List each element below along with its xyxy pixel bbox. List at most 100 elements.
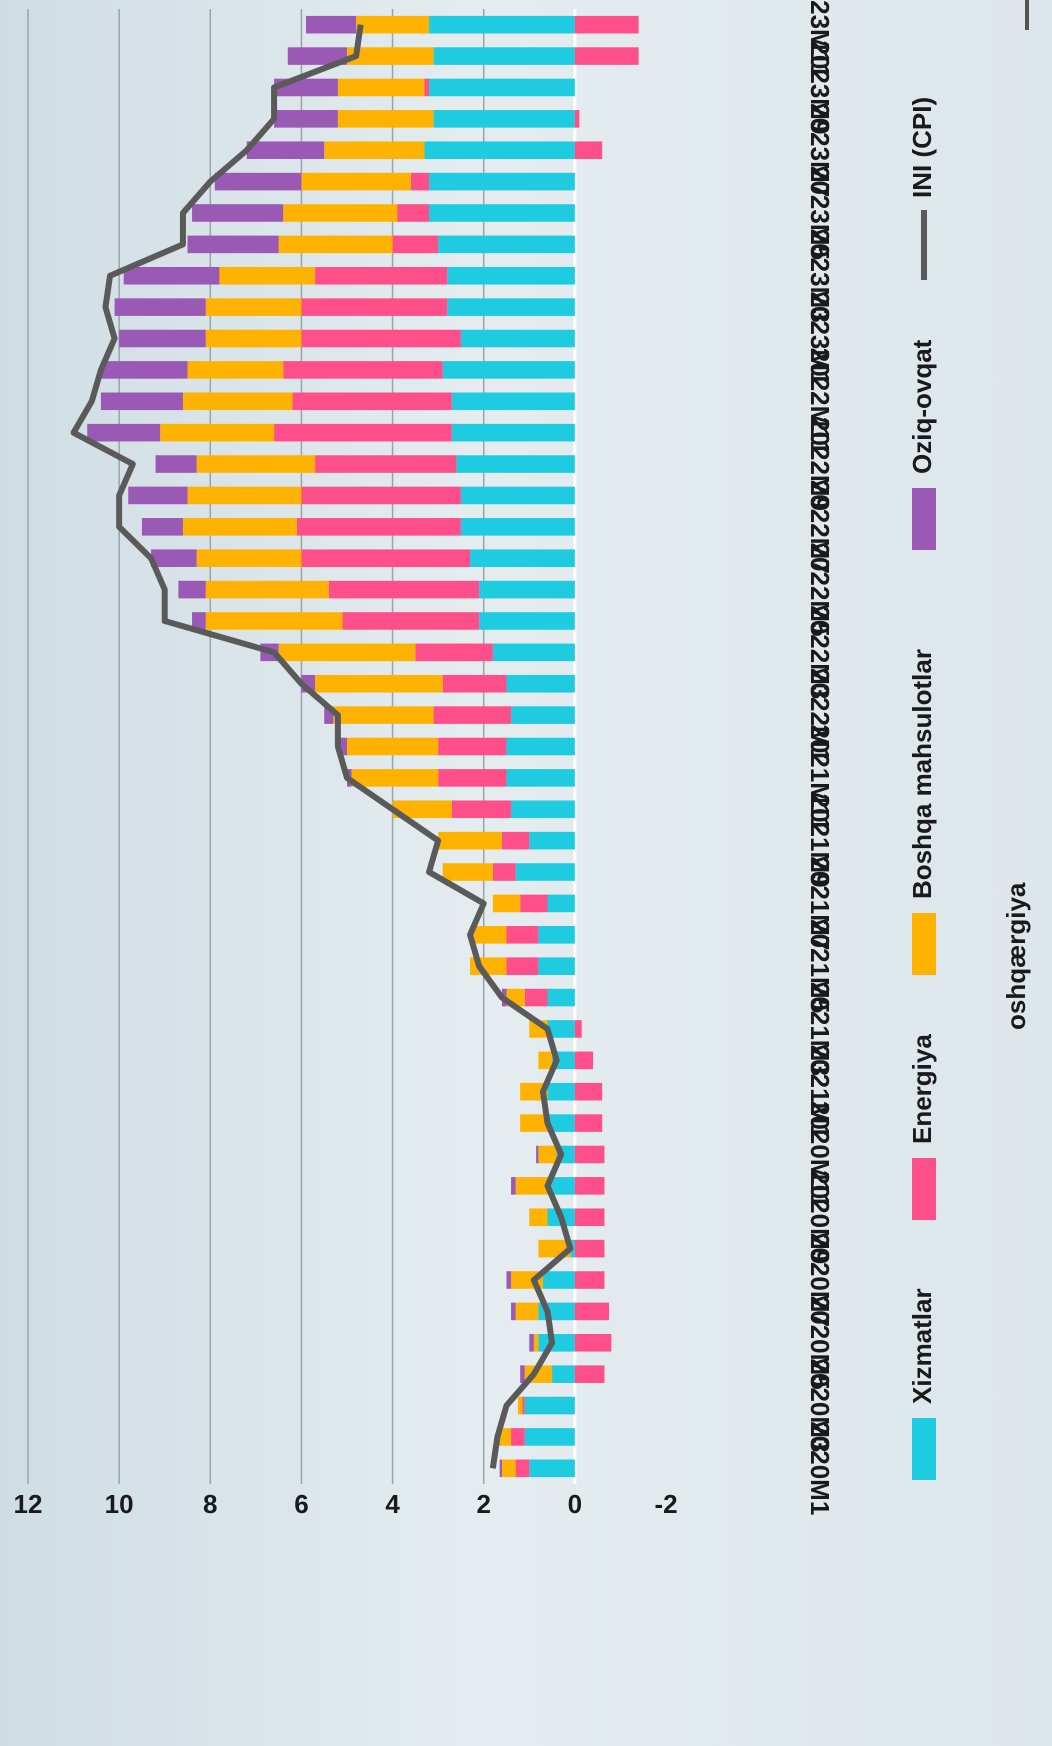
bar-segment bbox=[548, 989, 575, 1007]
bar-segment bbox=[443, 675, 507, 693]
bar-segment bbox=[520, 1114, 547, 1132]
bar-segment bbox=[443, 361, 575, 379]
legend-label: INI (CPI) bbox=[907, 97, 937, 198]
bar-segment bbox=[536, 1146, 538, 1164]
bar-segment bbox=[434, 47, 575, 65]
bar-segment bbox=[507, 957, 539, 975]
legend-swatch bbox=[912, 488, 936, 550]
bar-segment bbox=[522, 1397, 524, 1415]
bar-segment bbox=[493, 895, 520, 913]
bar-segment bbox=[434, 110, 575, 128]
bar-segment bbox=[452, 424, 575, 442]
bar-segment bbox=[516, 1303, 539, 1321]
y-tick-label: -2 bbox=[654, 1489, 677, 1519]
bar-segment bbox=[461, 518, 575, 536]
bar-segment bbox=[429, 204, 575, 222]
bar-segment bbox=[461, 487, 575, 505]
bar-segment bbox=[525, 1397, 575, 1415]
bar-segment bbox=[529, 1334, 534, 1352]
bar-segment bbox=[128, 487, 187, 505]
bar-segment bbox=[529, 832, 575, 850]
bar-segment bbox=[324, 141, 424, 159]
bar-segment bbox=[124, 267, 220, 285]
bar-segment bbox=[548, 895, 575, 913]
bar-segment bbox=[429, 79, 575, 97]
bar-segment bbox=[538, 1146, 556, 1164]
bar-segment bbox=[511, 706, 575, 724]
bar-segment bbox=[493, 644, 575, 662]
bar-segment bbox=[500, 1460, 502, 1478]
legend-swatch bbox=[912, 913, 936, 975]
bar-segment bbox=[525, 989, 548, 1007]
bar-segment bbox=[101, 361, 188, 379]
bar-segment bbox=[447, 267, 575, 285]
bar-segment bbox=[397, 204, 429, 222]
bar-segment bbox=[178, 581, 205, 599]
bar-segment bbox=[206, 298, 302, 316]
bar-segment bbox=[538, 1334, 574, 1352]
bar-segment bbox=[315, 675, 443, 693]
legend-label: Oziq-ovqat bbox=[907, 339, 937, 474]
y-tick-label: 6 bbox=[294, 1489, 308, 1519]
bar-segment bbox=[301, 330, 461, 348]
bar-segment bbox=[502, 832, 529, 850]
y-tick-label: 0 bbox=[568, 1489, 582, 1519]
bar-segment bbox=[342, 612, 479, 630]
bar-segment bbox=[429, 173, 575, 191]
bar-segment bbox=[575, 16, 639, 34]
bar-segment bbox=[197, 549, 302, 567]
bar-segment bbox=[283, 361, 443, 379]
bar-segment bbox=[575, 1146, 605, 1164]
bar-segment bbox=[470, 549, 575, 567]
bar-segment bbox=[333, 706, 433, 724]
bar-segment bbox=[101, 393, 183, 411]
bar-segment bbox=[306, 16, 356, 34]
bar-segment bbox=[315, 267, 447, 285]
annotation: oshqærgiya bbox=[1001, 882, 1031, 1030]
bar-segment bbox=[142, 518, 183, 536]
bar-segment bbox=[461, 330, 575, 348]
bar-segment bbox=[424, 79, 429, 97]
bar-segment bbox=[575, 1020, 582, 1038]
bar-segment bbox=[548, 1083, 575, 1101]
bar-segment bbox=[329, 581, 479, 599]
bar-segment bbox=[206, 581, 329, 599]
bar-segment bbox=[356, 16, 429, 34]
bar-segment bbox=[160, 424, 274, 442]
bar-segment bbox=[283, 204, 397, 222]
bar-segment bbox=[347, 738, 438, 756]
bar-segment bbox=[456, 455, 574, 473]
bar-segment bbox=[575, 1114, 602, 1132]
bar-segment bbox=[502, 1460, 516, 1478]
legend-dash bbox=[1025, 0, 1029, 30]
chart: -20246810122020M12020M32020M52020M72020M… bbox=[0, 0, 1052, 1746]
bar-segment bbox=[538, 1052, 552, 1070]
y-tick-label: 4 bbox=[385, 1489, 400, 1519]
bar-segment bbox=[479, 581, 575, 599]
bar-segment bbox=[511, 1303, 516, 1321]
y-tick-label: 10 bbox=[105, 1489, 134, 1519]
bar-segment bbox=[438, 236, 575, 254]
bar-segment bbox=[206, 330, 302, 348]
bar-segment bbox=[297, 518, 461, 536]
legend-label: Boshqa mahsulotlar bbox=[907, 649, 937, 899]
bar-segment bbox=[338, 79, 425, 97]
bar-segment bbox=[115, 298, 206, 316]
bar-segment bbox=[538, 957, 574, 975]
legend-swatch bbox=[912, 1418, 936, 1480]
bar-segment bbox=[87, 424, 160, 442]
bar-segment bbox=[188, 361, 284, 379]
bar-segment bbox=[534, 1334, 539, 1352]
bar-segment bbox=[315, 455, 456, 473]
page: {"chart_data": {"type": "bar", "categori… bbox=[0, 0, 1052, 1746]
bar-segment bbox=[301, 173, 410, 191]
bar-segment bbox=[447, 298, 575, 316]
bar-segment bbox=[575, 1365, 605, 1383]
bar-segment bbox=[438, 769, 506, 787]
bar-segment bbox=[518, 1397, 523, 1415]
bar-segment bbox=[511, 1428, 525, 1446]
bar-segment bbox=[452, 800, 511, 818]
bar-segment bbox=[434, 706, 511, 724]
bar-segment bbox=[424, 141, 574, 159]
bar-segment bbox=[274, 110, 338, 128]
